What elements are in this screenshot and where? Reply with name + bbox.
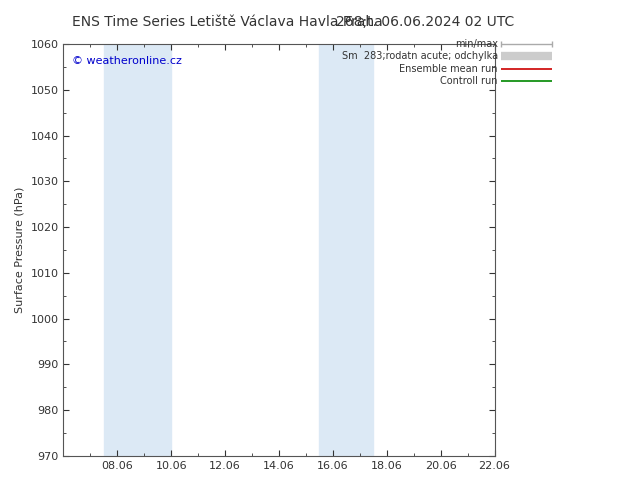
- Y-axis label: Surface Pressure (hPa): Surface Pressure (hPa): [15, 187, 25, 313]
- Text: Sm  283;rodatn acute; odchylka: Sm 283;rodatn acute; odchylka: [342, 51, 498, 61]
- Bar: [104, 44, 171, 456]
- Text: ENS Time Series Letiště Václava Havla Praha: ENS Time Series Letiště Václava Havla Pr…: [72, 15, 382, 29]
- Text: © weatheronline.cz: © weatheronline.cz: [72, 56, 182, 67]
- Text: Controll run: Controll run: [440, 76, 498, 86]
- Text: min/max: min/max: [455, 39, 498, 49]
- Text: 268;t. 06.06.2024 02 UTC: 268;t. 06.06.2024 02 UTC: [337, 15, 515, 29]
- Text: Ensemble mean run: Ensemble mean run: [399, 64, 498, 74]
- Bar: [320, 44, 373, 456]
